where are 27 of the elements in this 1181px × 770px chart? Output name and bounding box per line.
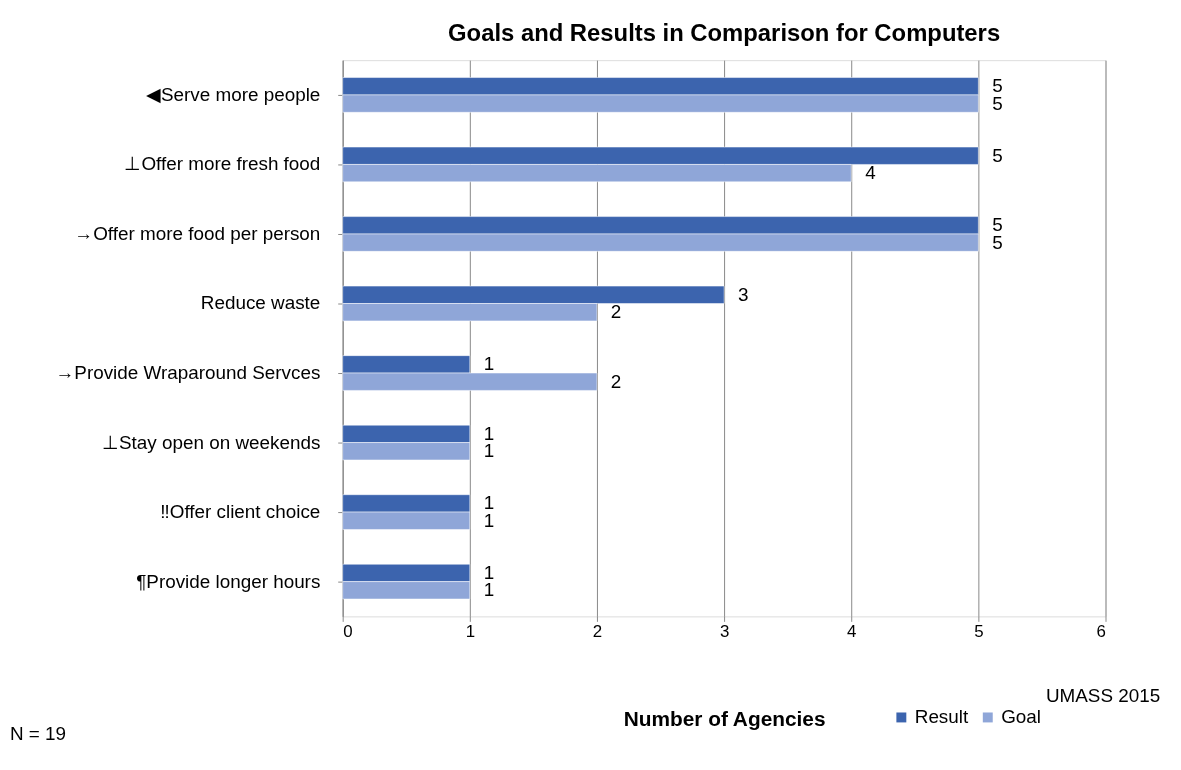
text: N = 19 xyxy=(9,722,67,744)
y-tick-label: ⊥Offer more fresh food xyxy=(124,153,321,175)
text: UMASS 2015 xyxy=(1045,684,1161,706)
y-tick-label: Reduce waste xyxy=(200,292,321,314)
chart-title: Goals and Results in Comparison for Computers xyxy=(448,19,1001,47)
data-label: 4 xyxy=(865,162,876,184)
y-tick-label: →Provide Wraparound Servces xyxy=(55,361,321,383)
data-label: 1 xyxy=(483,353,495,375)
y-tick-label: ⊥Stay open on weekends xyxy=(102,431,321,453)
x-tick-label: 1 xyxy=(465,621,476,641)
x-tick-label: 0 xyxy=(343,621,353,641)
y-tick-label: ¶Provide longer hours xyxy=(136,570,321,592)
data-label: 3 xyxy=(738,283,749,305)
x-tick-label: 6 xyxy=(1096,621,1107,641)
x-tick-label: 5 xyxy=(974,621,984,641)
x-tick-label: 3 xyxy=(719,621,730,641)
data-label: 2 xyxy=(610,301,622,323)
x-tick-label: 2 xyxy=(592,621,603,641)
y-tick-label: ◀Serve more people xyxy=(145,83,321,105)
data-label: 2 xyxy=(610,370,622,392)
data-label: 5 xyxy=(992,144,1003,166)
legend-label: Result xyxy=(914,706,969,728)
y-tick-label: ‼Offer client choice xyxy=(160,501,321,523)
x-axis-title: Number of Agencies xyxy=(623,707,826,731)
legend-label: Goal xyxy=(1001,706,1042,728)
x-tick-label: 4 xyxy=(847,621,857,641)
y-tick-label: →Offer more food per person xyxy=(74,222,321,244)
